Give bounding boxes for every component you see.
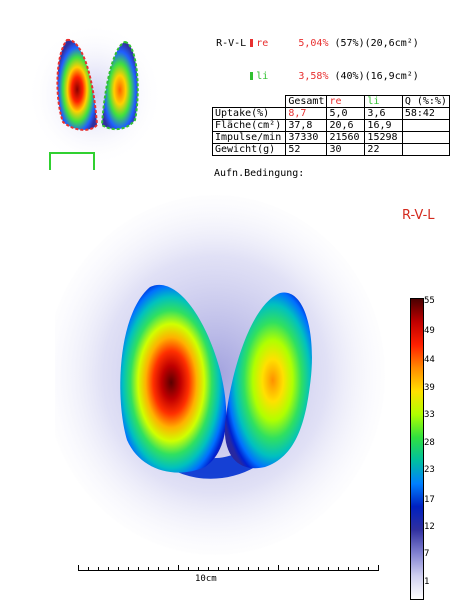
results-table: Gesamt re li Q (%:%) Uptake(%) 8,7 5,0 3… [211, 95, 450, 156]
thumbnail-scan [27, 23, 163, 170]
axis-tick [248, 567, 249, 571]
axis-tick [338, 567, 339, 571]
axis-tick [168, 567, 169, 571]
axis-tick [198, 567, 199, 571]
axis-tick [238, 567, 239, 571]
axis-tick [118, 567, 119, 571]
axis-tick [358, 567, 359, 571]
axis-tick [268, 567, 269, 571]
axis-tick [188, 567, 189, 571]
axis-tick [98, 567, 99, 571]
view-label: R-V-L [216, 38, 247, 49]
axis-tick [308, 567, 309, 571]
background-roi[interactable] [49, 152, 95, 170]
scale-tick: 55 [424, 296, 435, 306]
scale-tick: 7 [424, 549, 430, 559]
red-swatch-icon [250, 39, 254, 47]
table-row: Gewicht(g) 52 30 22 [211, 143, 450, 156]
axis-tick [278, 565, 279, 571]
table-header-row: Gesamt re li Q (%:%) [212, 95, 450, 108]
table-row: Fläche(cm²) 37,8 20,6 16,9 [211, 119, 450, 132]
axis-tick [318, 567, 319, 571]
axis-tick [148, 567, 149, 571]
scale-tick: 1 [424, 577, 430, 587]
table-row: Uptake(%) 8,7 5,0 3,6 58:42 [211, 107, 450, 120]
axis-tick [368, 567, 369, 571]
distance-scale-label: 10cm [195, 574, 217, 584]
axis-tick [178, 565, 179, 571]
color-scale-ticks: 55 49 44 39 33 28 23 17 12 7 1 [424, 296, 450, 598]
scale-tick: 33 [424, 410, 435, 420]
axis-tick [288, 567, 289, 571]
scale-tick: 17 [424, 495, 435, 505]
axis-tick [378, 565, 379, 571]
condition-label: Aufn.Bedingung: [214, 168, 305, 179]
axis-tick [328, 567, 329, 571]
axis-tick [298, 567, 299, 571]
scale-tick: 12 [424, 522, 435, 532]
axis-tick [228, 567, 229, 571]
scale-tick: 39 [424, 383, 435, 393]
roi-legend: R-V-Lre 5,04% (57%)(20,6cm²) R-V-Lli 3,5… [192, 5, 419, 82]
scale-tick: 49 [424, 326, 435, 336]
table-row: Impulse/min 37330 21560 15298 [211, 131, 450, 144]
axis-tick [108, 567, 109, 571]
axis-tick [78, 565, 79, 571]
axis-tick [218, 567, 219, 571]
main-scan [55, 195, 385, 555]
axis-tick [88, 567, 89, 571]
main-view-label: R-V-L [402, 208, 435, 223]
axis-tick [128, 567, 129, 571]
legend-row-re: R-V-L re 5,04% (57%)(20,6cm²) [216, 38, 419, 49]
axis-tick [158, 567, 159, 571]
axis-tick [348, 567, 349, 571]
axis-tick [138, 567, 139, 571]
scale-tick: 44 [424, 355, 435, 365]
scale-tick: 28 [424, 438, 435, 448]
axis-tick [258, 567, 259, 571]
color-scale-bar [410, 298, 424, 600]
green-swatch-icon [250, 72, 254, 80]
axis-tick [208, 567, 209, 571]
scale-tick: 23 [424, 465, 435, 475]
legend-row-li: R-V-Lli 3,58% (40%)(16,9cm²) [192, 60, 419, 82]
distance-scale-axis [78, 565, 379, 571]
